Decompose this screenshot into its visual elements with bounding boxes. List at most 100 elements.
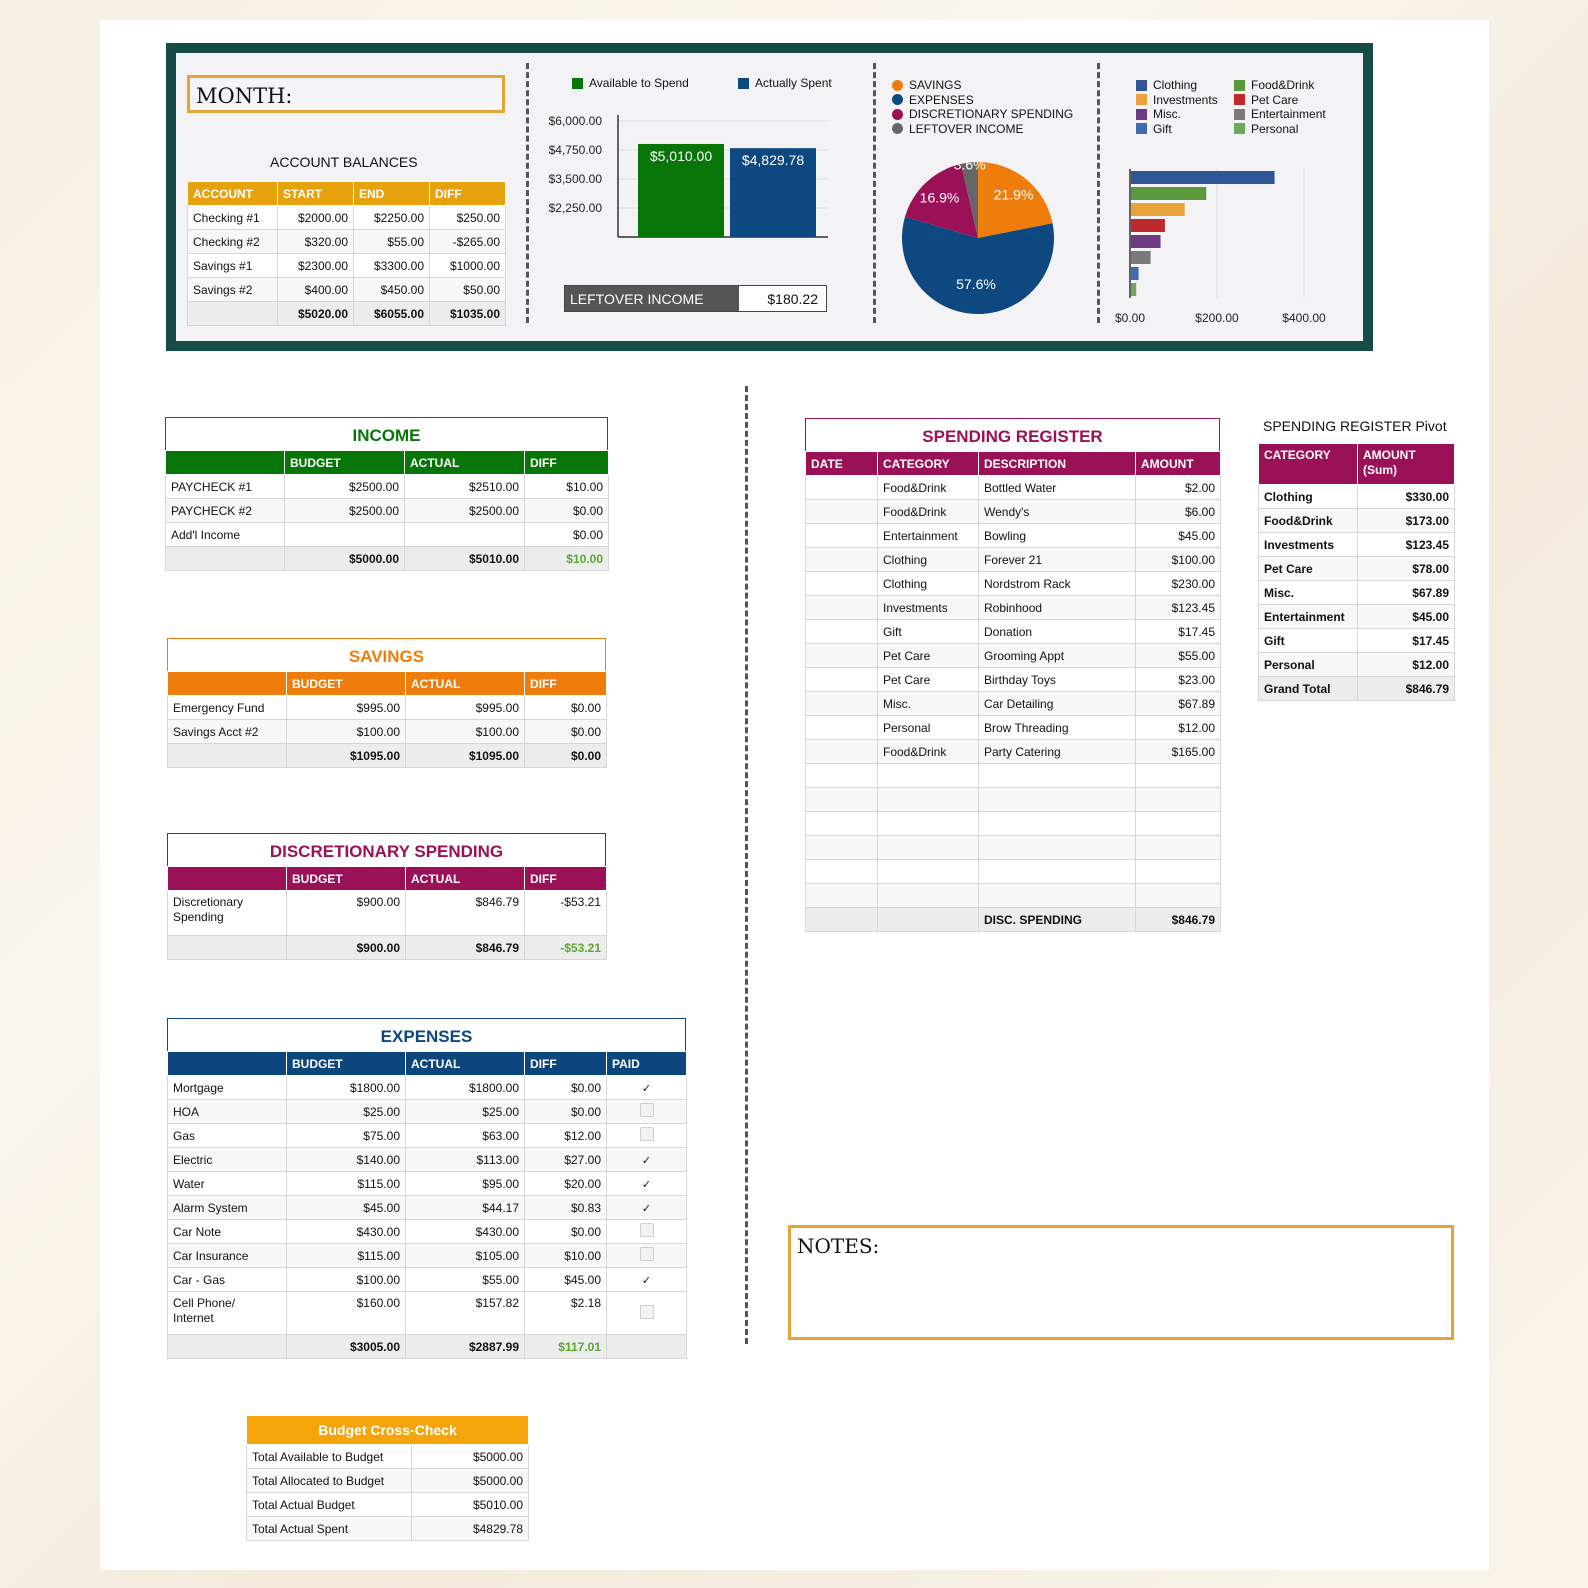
table-cell[interactable]: $2.18	[524, 1291, 607, 1335]
table-cell[interactable]: $995.00	[286, 695, 406, 720]
table-cell[interactable]: Investments	[877, 595, 979, 620]
table-cell[interactable]	[187, 301, 278, 326]
table-cell[interactable]: $25.00	[286, 1099, 406, 1124]
table-cell[interactable]: Clothing	[877, 547, 979, 572]
table-cell[interactable]: $1095.00	[286, 743, 406, 768]
table-cell[interactable]: $0.00	[524, 498, 609, 523]
table-cell[interactable]: Food&Drink	[1258, 508, 1358, 533]
table-cell[interactable]: $900.00	[286, 935, 406, 960]
table-cell[interactable]: Gas	[167, 1123, 287, 1148]
table-cell[interactable]	[978, 883, 1136, 908]
column-header[interactable]: AMOUNT	[1135, 451, 1221, 476]
table-cell[interactable]: $12.00	[1135, 715, 1221, 740]
paid-checkbox[interactable]: ✓	[606, 1075, 687, 1100]
table-cell[interactable]: Wendy's	[978, 499, 1136, 524]
column-header[interactable]: AMOUNT (Sum)	[1357, 443, 1455, 485]
table-cell[interactable]: Grand Total	[1258, 676, 1358, 701]
table-cell[interactable]: Total Actual Spent	[246, 1516, 412, 1541]
table-cell[interactable]: $1000.00	[429, 253, 506, 278]
table-cell[interactable]	[805, 907, 878, 932]
table-cell[interactable]: $450.00	[353, 277, 430, 302]
column-header[interactable]: BUDGET	[286, 1051, 406, 1076]
table-cell[interactable]: $1800.00	[286, 1075, 406, 1100]
table-cell[interactable]	[805, 859, 878, 884]
table-cell[interactable]	[167, 743, 287, 768]
empty-checkbox[interactable]	[639, 1103, 654, 1117]
table-cell[interactable]: $12.00	[1357, 652, 1455, 677]
table-cell[interactable]: $55.00	[405, 1267, 525, 1292]
table-cell[interactable]: HOA	[167, 1099, 287, 1124]
table-cell[interactable]: Personal	[877, 715, 979, 740]
table-cell[interactable]: $0.00	[524, 1075, 607, 1100]
table-cell[interactable]: $4829.78	[411, 1516, 529, 1541]
table-cell[interactable]: $0.00	[524, 522, 609, 547]
table-cell[interactable]: $67.89	[1357, 580, 1455, 605]
table-cell[interactable]	[805, 619, 878, 644]
table-cell[interactable]: $6055.00	[353, 301, 430, 326]
table-cell[interactable]: $100.00	[405, 719, 525, 744]
table-cell[interactable]: $160.00	[286, 1291, 406, 1335]
column-header[interactable]: BUDGET	[286, 671, 406, 696]
table-cell[interactable]	[877, 763, 979, 788]
table-cell[interactable]: Misc.	[877, 691, 979, 716]
table-cell[interactable]: $44.17	[405, 1195, 525, 1220]
empty-checkbox[interactable]	[639, 1127, 654, 1141]
table-cell[interactable]: $5020.00	[277, 301, 354, 326]
table-cell[interactable]: Clothing	[1258, 484, 1358, 509]
table-cell[interactable]: $900.00	[286, 890, 406, 936]
table-cell[interactable]: Checking #2	[187, 229, 278, 254]
table-cell[interactable]	[805, 883, 878, 908]
table-cell[interactable]: $25.00	[405, 1099, 525, 1124]
table-cell[interactable]: $173.00	[1357, 508, 1455, 533]
column-header[interactable]: ACTUAL	[405, 671, 525, 696]
table-cell[interactable]: $67.89	[1135, 691, 1221, 716]
table-cell[interactable]: $113.00	[405, 1147, 525, 1172]
table-cell[interactable]: Checking #1	[187, 205, 278, 230]
paid-checkbox[interactable]: ✓	[606, 1147, 687, 1172]
table-cell[interactable]: $2510.00	[404, 474, 525, 499]
table-cell[interactable]: Entertainment	[1258, 604, 1358, 629]
table-cell[interactable]: Bottled Water	[978, 475, 1136, 500]
table-cell[interactable]: $2300.00	[277, 253, 354, 278]
table-cell[interactable]: $1035.00	[429, 301, 506, 326]
table-cell[interactable]: $45.00	[1357, 604, 1455, 629]
empty-checkbox[interactable]	[639, 1304, 654, 1319]
table-cell[interactable]: Savings #1	[187, 253, 278, 278]
table-cell[interactable]: $2500.00	[284, 474, 405, 499]
table-cell[interactable]: $78.00	[1357, 556, 1455, 581]
table-cell[interactable]: Robinhood	[978, 595, 1136, 620]
table-cell[interactable]: $55.00	[1135, 643, 1221, 668]
table-cell[interactable]	[805, 835, 878, 860]
column-header[interactable]	[167, 866, 287, 891]
table-cell[interactable]: $100.00	[286, 1267, 406, 1292]
table-cell[interactable]: $400.00	[277, 277, 354, 302]
table-cell[interactable]	[805, 667, 878, 692]
table-cell[interactable]	[165, 546, 285, 571]
column-header[interactable]: DESCRIPTION	[978, 451, 1136, 476]
table-cell[interactable]	[284, 522, 405, 547]
table-cell[interactable]: Total Actual Budget	[246, 1492, 412, 1517]
table-cell[interactable]: $157.82	[405, 1291, 525, 1335]
table-cell[interactable]: $105.00	[405, 1243, 525, 1268]
table-cell[interactable]: $5000.00	[284, 546, 405, 571]
table-cell[interactable]: $1800.00	[405, 1075, 525, 1100]
column-header[interactable]: ACCOUNT	[187, 181, 278, 206]
table-cell[interactable]: Mortgage	[167, 1075, 287, 1100]
table-cell[interactable]: Add'l Income	[165, 522, 285, 547]
column-header[interactable]	[165, 450, 285, 475]
column-header[interactable]: BUDGET	[284, 450, 405, 475]
column-header[interactable]: DIFF	[524, 450, 609, 475]
table-cell[interactable]: Pet Care	[877, 667, 979, 692]
column-header[interactable]: ACTUAL	[405, 866, 525, 891]
table-cell[interactable]	[805, 787, 878, 812]
table-cell[interactable]: $846.79	[405, 890, 525, 936]
table-cell[interactable]: $45.00	[286, 1195, 406, 1220]
checkmark-icon[interactable]: ✓	[641, 1202, 652, 1215]
table-cell[interactable]: $55.00	[353, 229, 430, 254]
table-cell[interactable]: Clothing	[877, 571, 979, 596]
table-cell[interactable]: $846.79	[405, 935, 525, 960]
table-cell[interactable]: $430.00	[286, 1219, 406, 1244]
table-cell[interactable]: $5000.00	[411, 1444, 529, 1469]
table-cell[interactable]	[978, 811, 1136, 836]
table-cell[interactable]: Total Available to Budget	[246, 1444, 412, 1469]
